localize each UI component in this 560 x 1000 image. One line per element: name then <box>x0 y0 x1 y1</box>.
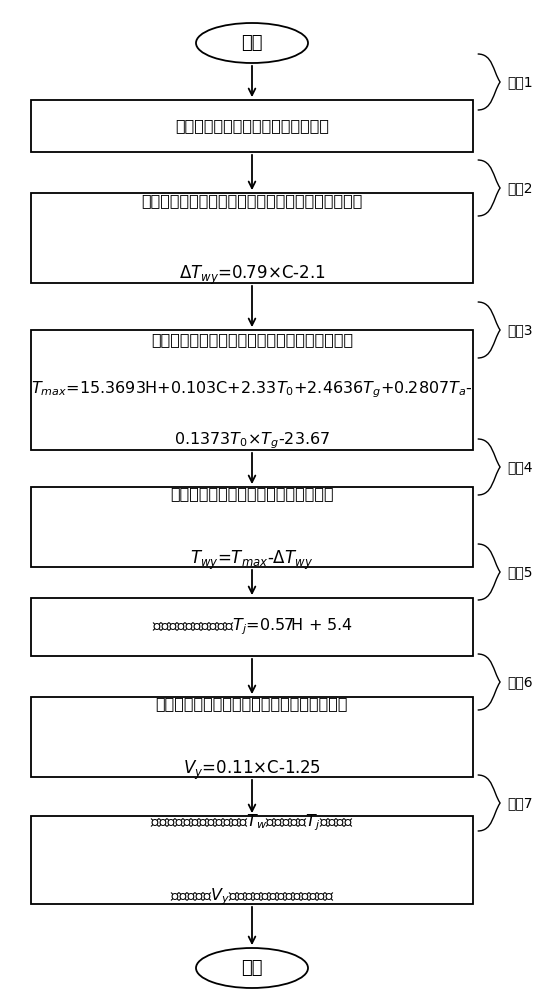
FancyBboxPatch shape <box>31 697 473 777</box>
Text: $\Delta T_{wy}$=0.79×C-2.1: $\Delta T_{wy}$=0.79×C-2.1 <box>179 264 325 287</box>
Text: 步骤6: 步骤6 <box>507 675 533 689</box>
Ellipse shape <box>196 23 308 63</box>
Text: 根据衬砌混凝土的强度估算混凝土内部最高温度: 根据衬砌混凝土的强度估算混凝土内部最高温度 <box>151 332 353 347</box>
Text: 步骤3: 步骤3 <box>507 323 533 337</box>
FancyBboxPatch shape <box>31 193 473 283</box>
Text: 计算通水冷却优化时间$T_j$=0.57H + 5.4: 计算通水冷却优化时间$T_j$=0.57H + 5.4 <box>152 617 352 637</box>
Text: 结束: 结束 <box>241 959 263 977</box>
Text: 步骤2: 步骤2 <box>507 181 533 195</box>
FancyBboxPatch shape <box>31 487 473 567</box>
Text: 计算衬砌混凝土通水冷却优化控制水温: 计算衬砌混凝土通水冷却优化控制水温 <box>170 486 334 501</box>
FancyBboxPatch shape <box>31 100 473 152</box>
Text: 开始: 开始 <box>241 34 263 52</box>
Text: 根据衬砌混凝土的强度计算优化控制温降速率: 根据衬砌混凝土的强度计算优化控制温降速率 <box>156 696 348 711</box>
Text: 步骤4: 步骤4 <box>507 460 533 474</box>
FancyBboxPatch shape <box>31 330 473 450</box>
Text: 制温降速率$V_y$优化衬砌混凝土通水冷却措施: 制温降速率$V_y$优化衬砌混凝土通水冷却措施 <box>170 887 334 907</box>
Text: 根据通水冷却优化控制水温$T_w$、优化时间$T_j$、优化控: 根据通水冷却优化控制水温$T_w$、优化时间$T_j$、优化控 <box>150 813 354 833</box>
FancyBboxPatch shape <box>31 598 473 656</box>
Text: 步骤7: 步骤7 <box>507 796 533 810</box>
Text: 步骤1: 步骤1 <box>507 75 533 89</box>
Text: 获取衬砌混凝土通水冷却温控用资料: 获取衬砌混凝土通水冷却温控用资料 <box>175 118 329 133</box>
FancyBboxPatch shape <box>31 816 473 904</box>
Text: $T_{wy}$=$T_{max}$-$\Delta T_{wy}$: $T_{wy}$=$T_{max}$-$\Delta T_{wy}$ <box>190 549 314 572</box>
Text: 0.1373$T_0$×$T_g$-23.67: 0.1373$T_0$×$T_g$-23.67 <box>174 430 330 451</box>
Text: $T_{max}$=15.3693H+0.103C+2.33$T_0$+2.4636$T_g$+0.2807$T_a$-: $T_{max}$=15.3693H+0.103C+2.33$T_0$+2.46… <box>31 380 473 400</box>
Ellipse shape <box>196 948 308 988</box>
Text: 步骤5: 步骤5 <box>507 565 533 579</box>
Text: $V_y$=0.11×C-1.25: $V_y$=0.11×C-1.25 <box>183 759 321 782</box>
Text: 根据衬砌混凝土的强度计算通水冷却优化控制水温差: 根据衬砌混凝土的强度计算通水冷却优化控制水温差 <box>141 193 363 208</box>
